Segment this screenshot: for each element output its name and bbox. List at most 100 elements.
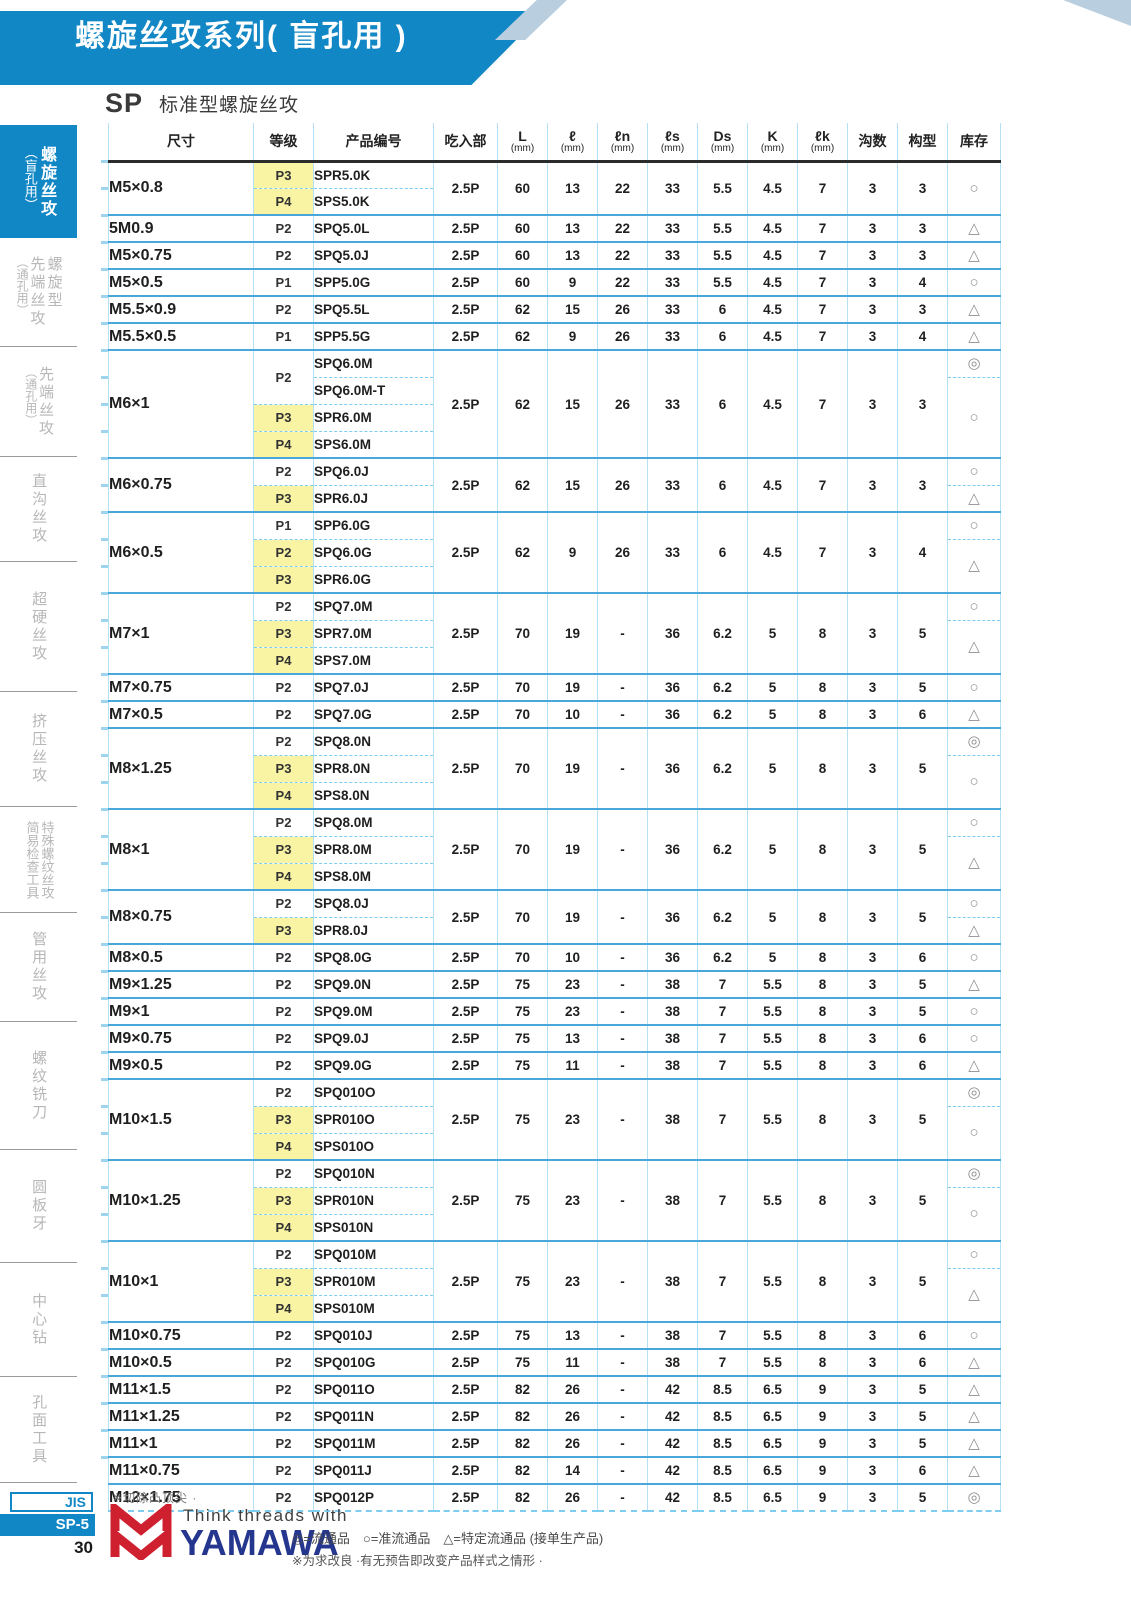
spec-cell: 2.5P — [433, 943, 498, 971]
table-header-row: 尺寸 等级 产品编号 吃入部 L (mm) ℓ (mm) ℓn (mm) ℓs (mm) Ds (mm) K… — [108, 123, 1001, 163]
sidebar-tab-5: 超硬丝攻 — [0, 562, 77, 692]
spec-cell: - — [597, 673, 648, 701]
sidebar-tab-label: 超硬丝攻 — [30, 591, 47, 663]
spec-cell: 2.5P — [433, 1321, 498, 1349]
code-cell: SPQ011J — [313, 1456, 434, 1484]
spec-cell: 23 — [547, 997, 598, 1025]
spec-cell: 19 — [547, 889, 598, 944]
spec-cell: 3 — [897, 241, 948, 269]
spec-cell: 9 — [797, 1402, 848, 1430]
code-cell: SPS5.0K — [313, 187, 434, 215]
spec-cell: 6.2 — [697, 889, 748, 944]
spec-cell: 70 — [497, 700, 548, 728]
spec-cell: 7 — [797, 457, 848, 512]
spec-cell: 75 — [497, 1078, 548, 1160]
table-row: M10×1.5 P2 SPQ010O 2.5P 75 23-38 7 5.5 8 3 5 ◎ — [108, 1078, 1001, 1160]
spec-cell: 82 — [497, 1375, 548, 1403]
category-sidebar: 螺旋丝攻 （盲孔用） 螺旋型 先端丝攻 （通孔用） 先端丝攻 （通孔用） 直沟丝攻 超硬丝攻 挤压… — [0, 125, 77, 1483]
spec-cell: 7 — [697, 1240, 748, 1322]
column-header: Ds (mm) — [697, 123, 748, 163]
grade-cell: P3 — [253, 160, 314, 188]
spec-cell: 2.5P — [433, 268, 498, 296]
table-row: M7×1 P2 SPQ7.0M 2.5P 70 19-36 6.2 5 8 3 5 ○ — [108, 592, 1001, 674]
spec-cell: 5.5 — [697, 160, 748, 215]
sidebar-tab-label: 螺旋型 先端丝攻 （通孔用） — [14, 256, 63, 328]
code-cell: SPQ8.0M — [313, 808, 434, 836]
spec-cell: 6 — [897, 943, 948, 971]
code-cell: SPP5.0G — [313, 268, 434, 296]
spec-cell: 42 — [647, 1429, 698, 1457]
spec-cell: 3 — [847, 1429, 898, 1457]
code-cell: SPQ7.0J — [313, 673, 434, 701]
spec-cell: 42 — [647, 1483, 698, 1512]
spec-cell: 5 — [897, 1375, 948, 1403]
spec-cell: 8 — [797, 727, 848, 809]
table-row: M10×1 P2 SPQ010M 2.5P 75 23-38 7 5.5 8 3 5 ○ — [108, 1240, 1001, 1322]
table-row: P4 SPS7.0M — [109, 646, 1001, 674]
code-cell: SPQ6.0M-T — [313, 376, 434, 404]
spec-cell: 75 — [497, 1348, 548, 1376]
spec-cell: 6 — [697, 511, 748, 593]
grade-cell: P2 — [253, 1456, 314, 1484]
spec-cell: 8 — [797, 1159, 848, 1241]
sidebar-tab-text: 孔面工具 — [30, 1393, 48, 1466]
spec-cell: 70 — [497, 889, 548, 944]
table-row: P3 SPR010M △ — [109, 1267, 1001, 1322]
code-cell: SPQ6.0J — [313, 457, 434, 485]
grade-cell: P2 — [253, 214, 314, 242]
spec-cell: 75 — [497, 1024, 548, 1052]
sidebar-tab-label: 挤压丝攻 — [30, 713, 47, 785]
size-cell: M5×0.75 — [108, 241, 254, 269]
spec-cell: 70 — [497, 808, 548, 890]
spec-cell: 2.5P — [433, 1483, 498, 1512]
spec-cell: 2.5P — [433, 673, 498, 701]
size-cell: M7×0.5 — [108, 700, 254, 728]
stock-cell: ○ — [947, 592, 1001, 620]
table-row: P4 SPS8.0N — [109, 781, 1001, 809]
column-header: L (mm) — [497, 123, 548, 163]
spec-cell: 2.5P — [433, 322, 498, 350]
spec-cell: 5 — [897, 1483, 948, 1512]
spec-cell: 26 — [597, 457, 648, 512]
series-name: 标准型螺旋丝攻 — [159, 95, 300, 117]
spec-cell: 62 — [497, 511, 548, 593]
code-cell: SPQ6.0M — [313, 349, 434, 377]
spec-cell: 3 — [847, 268, 898, 296]
size-cell: M12×1.75 — [108, 1483, 254, 1512]
spec-cell: 2.5P — [433, 1051, 498, 1079]
spec-cell: 75 — [497, 970, 548, 998]
table-row: M11×1.25 P2 SPQ011N 2.5P 82 26-42 8.5 6.5 9 3 5 △ — [108, 1402, 1001, 1430]
spec-cell: 36 — [647, 727, 698, 809]
table-row: P3 SPR7.0M △ — [109, 619, 1001, 674]
grade-cell: P2 — [253, 1483, 314, 1512]
spec-cell: 33 — [647, 295, 698, 323]
code-cell: SPQ010N — [313, 1159, 434, 1187]
spec-cell: 38 — [647, 1348, 698, 1376]
spec-cell: 2.5P — [433, 700, 498, 728]
spec-cell: 23 — [547, 1159, 598, 1241]
stock-cell: △ — [947, 970, 1001, 998]
spec-cell: 5.5 — [747, 1159, 798, 1241]
spec-cell: 33 — [647, 241, 698, 269]
spec-cell: 5 — [897, 1402, 948, 1430]
spec-cell: 3 — [847, 1078, 898, 1160]
table-row: M8×0.5 P2 SPQ8.0G 2.5P 70 10-36 6.2 5 8 3 6 ○ — [108, 943, 1001, 971]
spec-cell: 42 — [647, 1402, 698, 1430]
code-cell: SPR6.0M — [313, 403, 434, 431]
code-cell: SPQ8.0N — [313, 727, 434, 755]
stock-cell: △ — [947, 1456, 1001, 1484]
spec-cell: 62 — [497, 322, 548, 350]
spec-cell: 6 — [897, 700, 948, 728]
stock-cell: △ — [947, 1267, 1001, 1322]
stock-cell: △ — [947, 484, 1001, 512]
table-row: M5×0.8 P3 SPR5.0K 2.5P 60 13 22 33 5.5 4.5 7 3 3 ○ — [108, 160, 1001, 215]
spec-cell: 2.5P — [433, 1402, 498, 1430]
table-row: M10×1.25 P2 SPQ010N 2.5P 75 23-38 7 5.5 8 3 5 ◎ — [108, 1159, 1001, 1241]
grade-cell: P2 — [253, 349, 314, 404]
size-cell: M7×0.75 — [108, 673, 254, 701]
spec-cell: 3 — [847, 322, 898, 350]
spec-cell: 2.5P — [433, 160, 498, 215]
spec-cell: 2.5P — [433, 808, 498, 890]
spec-cell: - — [597, 970, 648, 998]
spec-cell: - — [597, 943, 648, 971]
